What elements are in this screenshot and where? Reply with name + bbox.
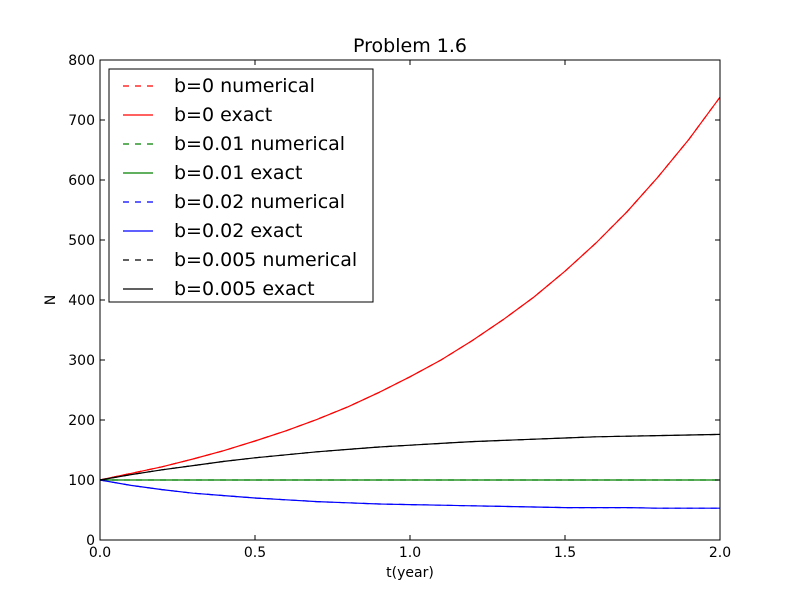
y-tick-label: 400 bbox=[68, 293, 95, 309]
tick-layer: 0.0 0.5 1.0 1.5 2.0 0 100 200 300 400 500 600 700 800 bbox=[68, 53, 731, 561]
y-tick-label: 300 bbox=[68, 353, 95, 369]
legend-label-6: b=0.005 numerical bbox=[174, 249, 357, 271]
legend-entries: b=0 numerical b=0 exact b=0.01 numerical b=… bbox=[123, 75, 357, 300]
y-tick-label: 200 bbox=[68, 413, 95, 429]
legend-label-0: b=0 numerical bbox=[174, 75, 315, 97]
y-tick-label: 500 bbox=[68, 233, 95, 249]
y-tick-label: 0 bbox=[86, 533, 95, 549]
legend-label-1: b=0 exact bbox=[174, 104, 272, 126]
x-tick-label: 0.5 bbox=[244, 545, 266, 561]
x-tick-label: 1.5 bbox=[554, 545, 576, 561]
y-tick-label: 800 bbox=[68, 53, 95, 69]
series-line-5 bbox=[99, 479, 720, 509]
legend-label-4: b=0.02 numerical bbox=[174, 191, 345, 213]
y-tick-label: 100 bbox=[68, 473, 95, 489]
x-tick-label: 2.0 bbox=[709, 545, 731, 561]
y-tick-label: 600 bbox=[68, 173, 95, 189]
series-line-1 bbox=[99, 96, 721, 481]
legend-label-7: b=0.005 exact bbox=[174, 278, 315, 300]
chart-title: Problem 1.6 bbox=[353, 35, 467, 57]
legend-label-5: b=0.02 exact bbox=[174, 220, 302, 242]
series-layer bbox=[99, 96, 721, 509]
legend: b=0 numerical b=0 exact b=0.01 numerical b=… bbox=[108, 68, 374, 303]
legend-label-2: b=0.01 numerical bbox=[174, 133, 345, 155]
x-axis-title: t(year) bbox=[386, 565, 434, 581]
legend-label-3: b=0.01 exact bbox=[174, 162, 302, 184]
y-axis-title: N bbox=[43, 295, 59, 305]
y-tick-label: 700 bbox=[68, 113, 95, 129]
x-tick-label: 0.0 bbox=[89, 545, 111, 561]
series-line-7 bbox=[99, 433, 721, 481]
legend-box bbox=[108, 68, 374, 303]
x-tick-label: 1.0 bbox=[399, 545, 421, 561]
